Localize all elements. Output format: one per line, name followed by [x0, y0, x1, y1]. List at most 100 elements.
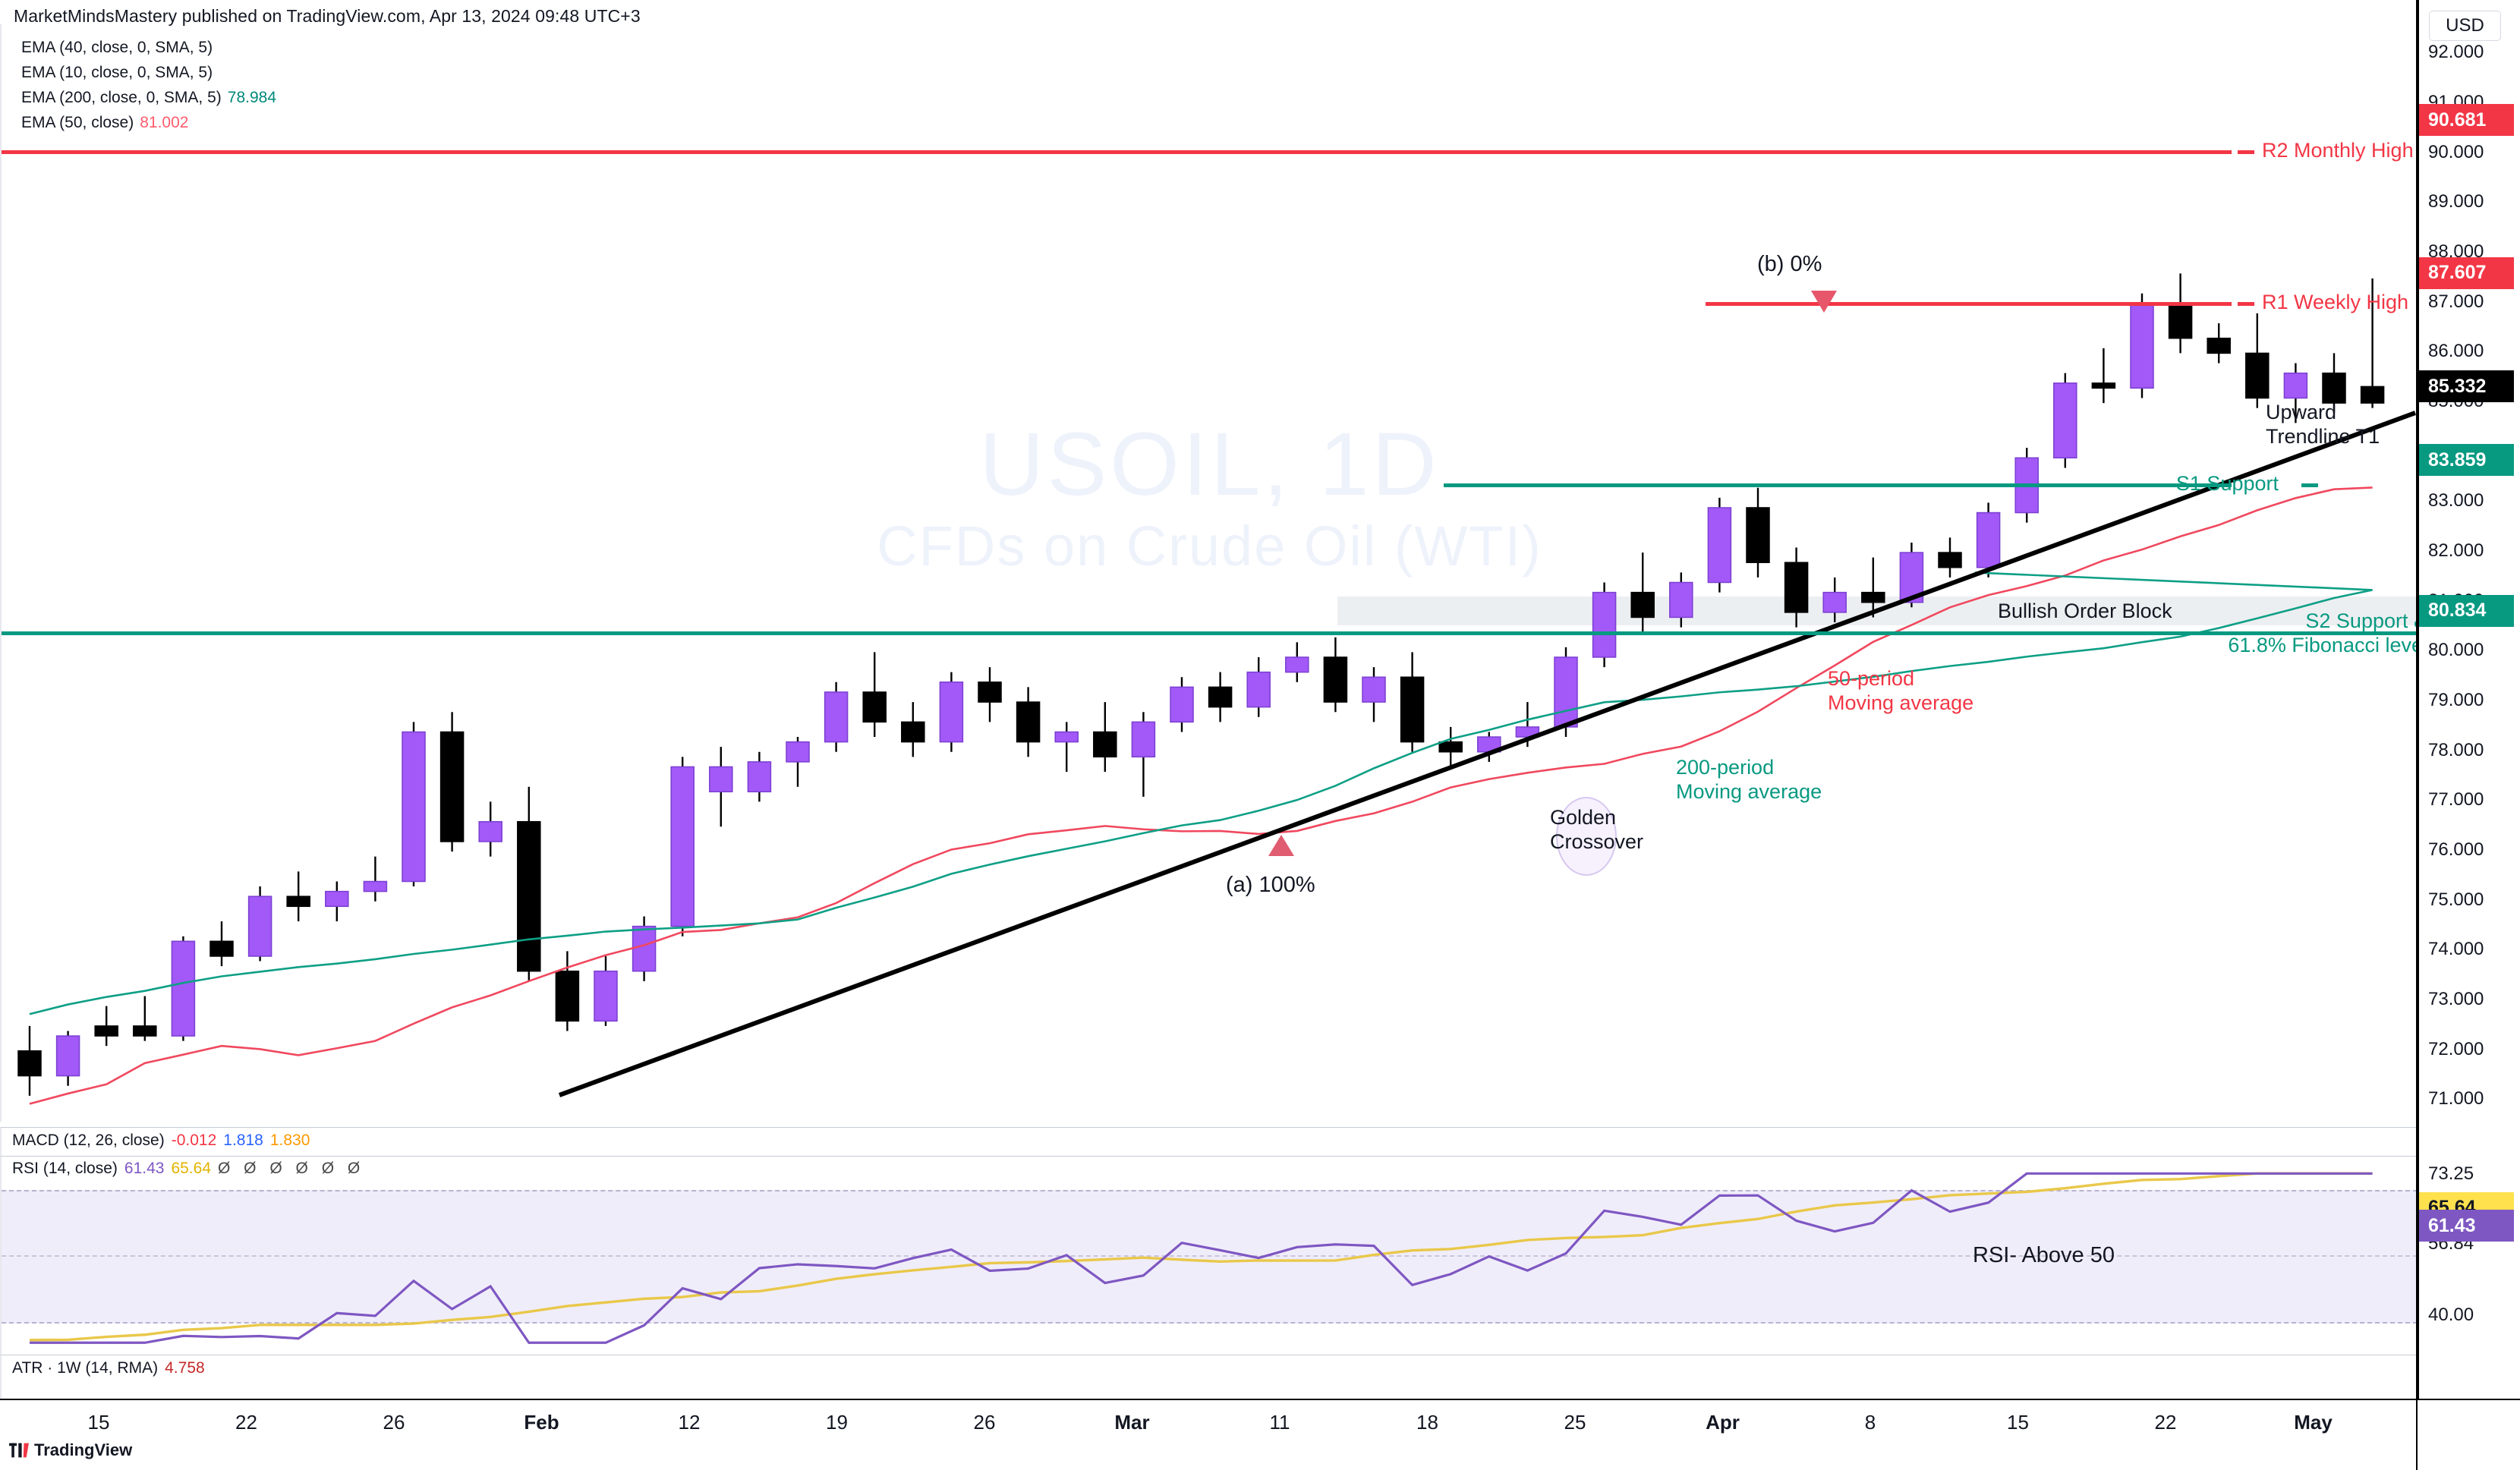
ma50-label-line1: 50-period — [1828, 667, 1915, 690]
time-tick-18: 18 — [1416, 1411, 1438, 1434]
price-scale[interactable]: USD 92.000 91.000 90.000 89.000 88.000 87.000… — [2418, 0, 2520, 1399]
upward-trendline-label-line1: Upward — [2266, 401, 2337, 423]
ma50-label-line2: Moving average — [1828, 691, 1974, 714]
s2-support-line[interactable] — [2, 631, 2418, 635]
candle — [2091, 348, 2116, 404]
time-tick-15: 15 — [2007, 1411, 2029, 1434]
time-axis[interactable]: 15 22 26 Feb 12 19 26 Mar 11 18 25 Apr 8 15 22 May — [0, 1399, 2520, 1470]
candle — [1246, 656, 1271, 717]
candle — [517, 786, 541, 981]
candle — [1861, 557, 1885, 618]
candle — [901, 702, 925, 757]
r2-label-dash — [2238, 150, 2254, 154]
legend-row-ema200[interactable]: EMA (200, close, 0, SMA, 5) 78.984 — [11, 85, 921, 110]
candle — [363, 856, 388, 902]
r2-monthly-high-tag[interactable]: 90.681 — [2419, 104, 2514, 137]
candle — [1784, 547, 1809, 628]
legend-row-ema50[interactable]: EMA (50, close) 81.002 — [11, 110, 921, 135]
candle — [555, 951, 580, 1031]
candle — [439, 712, 465, 852]
price-tick-78.000: 78.000 — [2428, 739, 2484, 760]
currency-badge[interactable]: USD — [2429, 11, 2501, 41]
candle — [1746, 487, 1770, 578]
time-tick-22: 22 — [2154, 1411, 2177, 1434]
candle — [1554, 647, 1578, 738]
r1-weekly-high-tag[interactable]: 87.607 — [2419, 257, 2514, 289]
r1-weekly-high-line[interactable] — [1706, 302, 2232, 306]
price-tick-92.000: 92.000 — [2428, 42, 2484, 63]
candle — [1054, 722, 1079, 773]
legend-row-ema40[interactable]: EMA (40, close, 0, SMA, 5) — [11, 35, 921, 60]
candle — [1016, 687, 1041, 757]
s1-support-line[interactable] — [1444, 483, 2232, 487]
candle — [594, 955, 618, 1026]
last-price-tag[interactable]: 85.332 — [2419, 370, 2514, 403]
rsi-midline-50 — [2, 1255, 2418, 1257]
s2-support-label-line1: S2 Support & — [2305, 609, 2427, 632]
time-tick-May: May — [2294, 1411, 2333, 1434]
candle — [978, 667, 1002, 722]
legend-ema200-value: 78.984 — [227, 89, 277, 106]
atr-legend-name: ATR · 1W (14, RMA) — [12, 1359, 159, 1377]
macd-value-3: 1.830 — [269, 1132, 310, 1149]
main-price-pane[interactable]: USOIL, 1D CFDs on Crude Oil (WTI) R2 Mon… — [0, 24, 2492, 1122]
fib-b-label: (b) 0% — [1757, 252, 1822, 276]
s1-support-tag[interactable]: 83.859 — [2419, 444, 2514, 476]
candle — [402, 722, 426, 887]
r1-weekly-high-label: R1 Weekly High — [2262, 291, 2409, 313]
rsi-pane[interactable]: RSI (14, close) 61.43 65.64 Ø Ø Ø Ø Ø Ø RSI… — [0, 1156, 2492, 1355]
macd-value-1: -0.012 — [171, 1132, 217, 1149]
r2-monthly-high-line[interactable] — [2, 150, 2232, 154]
candle — [2283, 363, 2308, 423]
time-tick-Feb: Feb — [524, 1411, 559, 1434]
candle — [1170, 677, 1194, 732]
candle — [2207, 323, 2231, 364]
price-tick-74.000: 74.000 — [2428, 939, 2484, 960]
candle — [1208, 672, 1233, 722]
price-tick-80.000: 80.000 — [2428, 640, 2484, 661]
rsi-empty-slots: Ø Ø Ø Ø Ø Ø — [218, 1160, 365, 1177]
time-tick-Apr: Apr — [1706, 1411, 1740, 1434]
candle — [1669, 572, 1693, 628]
legend-ema40-name: EMA (40, close, 0, SMA, 5) — [21, 39, 213, 56]
golden-crossover-ellipse — [1556, 797, 1617, 876]
macd-value-2: 1.818 — [223, 1132, 263, 1149]
time-tick-19: 19 — [826, 1411, 848, 1434]
candle — [786, 737, 810, 787]
candle — [1131, 712, 1156, 797]
upward-trendline-t1[interactable] — [558, 411, 2417, 1097]
s2-support-tag[interactable]: 80.834 — [2419, 594, 2514, 627]
candle — [1400, 652, 1425, 752]
atr-pane[interactable]: ATR · 1W (14, RMA) 4.758 — [0, 1355, 2492, 1399]
rsi-series — [29, 1172, 2373, 1344]
time-tick-22: 22 — [235, 1411, 257, 1434]
time-tick-26: 26 — [973, 1411, 996, 1434]
candle — [17, 1025, 42, 1096]
macd-pane[interactable]: MACD (12, 26, close) -0.012 1.818 1.830 — [0, 1127, 2492, 1156]
candle — [1438, 726, 1463, 767]
rsi-tick-73.25: 73.25 — [2428, 1163, 2474, 1185]
s2-support-label-line2: 61.8% Fibonacci level — [2228, 634, 2427, 656]
price-tick-77.000: 77.000 — [2428, 789, 2484, 811]
indicator-legend[interactable]: EMA (40, close, 0, SMA, 5) EMA (10, clos… — [11, 35, 921, 135]
rsi-value: 61.43 — [124, 1160, 165, 1177]
candle — [1976, 502, 2001, 578]
candle — [824, 681, 849, 752]
rsi-line — [30, 1172, 2373, 1344]
fib-markers — [1268, 291, 1837, 856]
legend-row-ema10[interactable]: EMA (10, close, 0, SMA, 5) — [11, 60, 921, 85]
price-tick-82.000: 82.000 — [2428, 540, 2484, 562]
candle — [325, 881, 349, 922]
time-tick-8: 8 — [1864, 1411, 1876, 1434]
candle — [1362, 667, 1386, 722]
ma200-label-line1: 200-period — [1676, 756, 1775, 779]
time-tick-Mar: Mar — [1114, 1411, 1150, 1434]
tradingview-brand[interactable]: TradingView — [9, 1440, 132, 1460]
time-tick-25: 25 — [1564, 1411, 1586, 1434]
candle — [171, 936, 196, 1041]
price-tick-76.000: 76.000 — [2428, 839, 2484, 861]
candle — [133, 996, 157, 1041]
rsi-value-tag[interactable]: 61.43 — [2419, 1210, 2514, 1242]
candle — [747, 751, 772, 802]
